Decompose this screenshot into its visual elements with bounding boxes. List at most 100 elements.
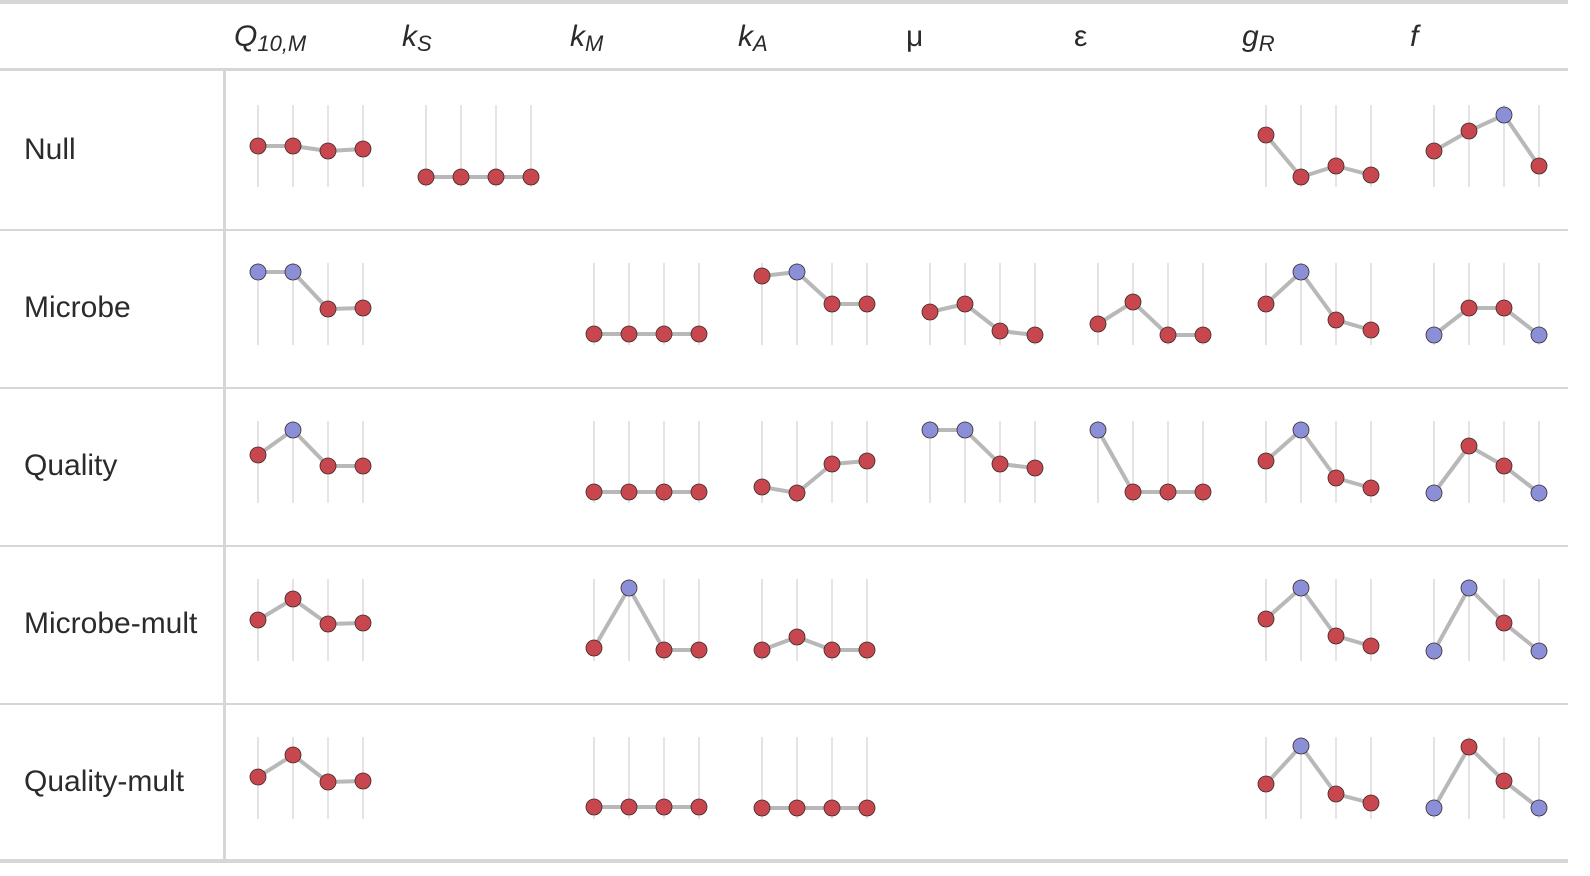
- point: [354, 140, 372, 158]
- point: [319, 773, 337, 791]
- highlight-point: [1292, 263, 1310, 281]
- spark-line: [1433, 113, 1541, 168]
- point: [1327, 785, 1345, 803]
- header-symbol: f: [1410, 20, 1421, 53]
- point: [753, 641, 771, 659]
- point: [991, 455, 1009, 473]
- spark-line: [1264, 586, 1372, 648]
- highlight-point: [1530, 642, 1548, 660]
- sparkline: [1257, 579, 1380, 661]
- spark-line: [256, 428, 363, 468]
- spark-line: [1264, 270, 1372, 332]
- point: [522, 168, 540, 186]
- header-symbol: g: [1242, 20, 1259, 53]
- row-label: Quality: [24, 449, 117, 482]
- header-symbol: ε: [1074, 20, 1087, 53]
- sparkline: [417, 105, 540, 187]
- point: [620, 798, 638, 816]
- point: [788, 799, 806, 817]
- column-header: kM: [570, 20, 604, 56]
- point: [1257, 610, 1275, 628]
- highlight-point: [1292, 579, 1310, 597]
- point: [1327, 311, 1345, 329]
- point: [858, 452, 876, 470]
- point: [823, 641, 841, 659]
- top-border: [0, 0, 1568, 4]
- point: [585, 639, 603, 657]
- point: [655, 483, 673, 501]
- highlight-point: [284, 421, 302, 439]
- sparkline: [1425, 579, 1548, 661]
- point: [487, 168, 505, 186]
- column-header: f: [1410, 20, 1421, 53]
- point: [858, 799, 876, 817]
- point: [354, 457, 372, 475]
- point: [788, 628, 806, 646]
- sparkline: [585, 737, 708, 819]
- point: [858, 641, 876, 659]
- sparkline: [1089, 263, 1212, 345]
- point: [1362, 321, 1380, 339]
- header-border: [0, 68, 1568, 71]
- sparkline: [1257, 105, 1380, 187]
- spark-line: [1432, 306, 1541, 337]
- highlight-point: [1292, 421, 1310, 439]
- point: [1194, 326, 1212, 344]
- point: [585, 483, 603, 501]
- point: [1495, 299, 1513, 317]
- point: [585, 325, 603, 343]
- row-label: Null: [24, 133, 76, 166]
- spark-line: [1432, 444, 1541, 495]
- point: [655, 325, 673, 343]
- point: [690, 798, 708, 816]
- point: [452, 168, 470, 186]
- point: [690, 325, 708, 343]
- point: [991, 322, 1009, 340]
- header-subscript: 10,M: [257, 31, 307, 56]
- sparkline: [1425, 105, 1548, 187]
- spark-line: [592, 586, 699, 652]
- sparkline: [1257, 737, 1380, 819]
- point: [1362, 166, 1380, 184]
- point: [417, 168, 435, 186]
- header-symbol: k: [402, 20, 419, 53]
- spark-line: [258, 270, 364, 311]
- point: [319, 300, 337, 318]
- point: [620, 483, 638, 501]
- spark-line: [256, 753, 364, 784]
- column-header: kS: [402, 20, 432, 56]
- sparkline: [249, 579, 372, 661]
- point: [354, 772, 372, 790]
- point: [1460, 738, 1478, 756]
- column-header: ε: [1074, 20, 1087, 53]
- sparkline: [585, 263, 708, 345]
- highlight-point: [1495, 106, 1513, 124]
- point: [1124, 293, 1142, 311]
- header-symbol: μ: [906, 20, 923, 53]
- spark-line: [761, 635, 867, 652]
- spark-line: [761, 270, 867, 306]
- point: [1362, 794, 1380, 812]
- point: [620, 325, 638, 343]
- spark-line: [929, 302, 1036, 337]
- point: [1327, 469, 1345, 487]
- sparkline: [1257, 263, 1380, 345]
- label-column-border: [223, 71, 226, 862]
- highlight-point: [788, 263, 806, 281]
- spark-line: [258, 144, 364, 153]
- highlight-point: [1425, 484, 1443, 502]
- header-subscript: R: [1259, 31, 1275, 56]
- point: [956, 295, 974, 313]
- column-header: Q10,M: [234, 20, 307, 56]
- point: [284, 137, 302, 155]
- point: [823, 295, 841, 313]
- column-header: kA: [738, 20, 768, 56]
- sparkline: [1425, 263, 1548, 345]
- point: [655, 798, 673, 816]
- sparkline: [585, 421, 708, 503]
- sparkline: [249, 737, 372, 819]
- point: [1159, 483, 1177, 501]
- spark-line: [761, 459, 868, 495]
- spark-line: [1264, 428, 1372, 490]
